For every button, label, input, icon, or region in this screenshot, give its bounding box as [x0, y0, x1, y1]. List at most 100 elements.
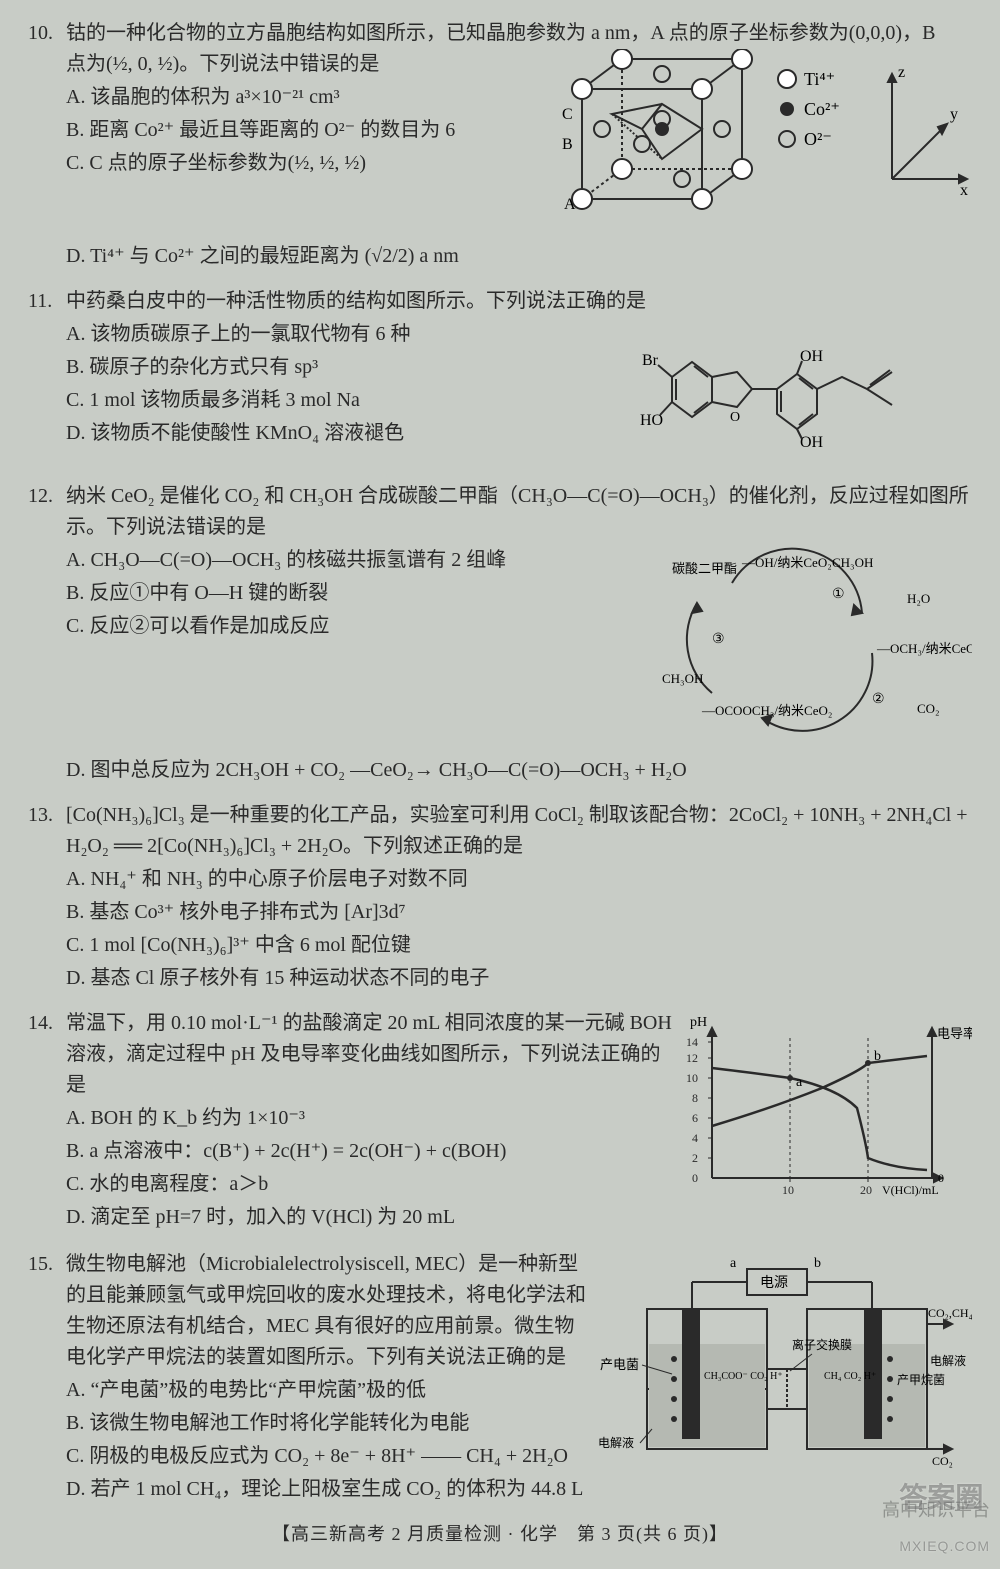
q12-option-a: A. CH₃O—C(=O)—OCH₃ 的核磁共振氢谱有 2 组峰: [66, 545, 642, 576]
q11-option-d: D. 该物质不能使酸性 KMnO₄ 溶液褪色: [66, 418, 612, 449]
q14-chart: 0 2 4 6 8 10 12 14 10 20: [672, 1008, 972, 1218]
svg-text:0: 0: [938, 1171, 944, 1185]
q15-membrane: 离子交换膜: [792, 1337, 852, 1352]
q13-option-b: B. 基态 Co³⁺ 核外电子排布式为 [Ar]3d⁷: [66, 897, 972, 928]
q15-number: 15.: [28, 1249, 66, 1373]
q13-number: 13.: [28, 800, 66, 862]
q14-option-a: A. BOH 的 K_b 约为 1×10⁻³: [66, 1103, 672, 1134]
q12-n3: CH₃OH: [832, 555, 873, 570]
q11-oh2: OH: [800, 434, 824, 451]
q10-number: 10.: [28, 18, 66, 49]
q12-s1: ①: [832, 587, 845, 602]
q12-option-d: D. 图中总反应为 2CH₃OH + CO₂ —CeO₂→ CH₃O—C(=O)…: [66, 755, 972, 786]
q15-elec2: 电解液: [598, 1435, 634, 1450]
q15-option-c: C. 阴极的电极反应式为 CO₂ + 8e⁻ + 8H⁺ —— CH₄ + 2H…: [66, 1441, 592, 1472]
q10-legend-o: O²⁻: [804, 129, 832, 149]
q12-n5: —OCH₃/纳米CeO₂: [876, 641, 972, 656]
q11-o: O: [730, 410, 740, 425]
question-12: 12. 纳米 CeO₂ 是催化 CO₂ 和 CH₃OH 合成碳酸二甲酯（CH₃O…: [28, 481, 972, 786]
q14-option-c: C. 水的电离程度：a＞b: [66, 1169, 672, 1200]
svg-text:12: 12: [686, 1051, 698, 1065]
q12-n6: CO₂: [917, 701, 940, 716]
svg-text:20: 20: [860, 1183, 872, 1197]
q15-b: b: [814, 1256, 821, 1271]
q15-option-b: B. 该微生物电解池工作时将化学能转化为电能: [66, 1408, 592, 1439]
q12-n1: 碳酸二甲酯: [672, 561, 737, 576]
q12-stem: 纳米 CeO₂ 是催化 CO₂ 和 CH₃OH 合成碳酸二甲酯（CH₃O—C(=…: [66, 481, 972, 543]
q15-stem: 微生物电解池（Microbialelectrolysiscell, MEC）是一…: [66, 1249, 592, 1373]
q11-option-c: C. 1 mol 该物质最多消耗 3 mol Na: [66, 385, 612, 416]
q11-br: Br: [642, 352, 659, 369]
q15-power: 电源: [760, 1275, 788, 1291]
q10-label-a: A: [564, 196, 576, 213]
q12-n8: CH₃OH: [662, 671, 703, 686]
q14-point-b: b: [874, 1049, 881, 1064]
q13-option-a: A. NH₄⁺ 和 NH₃ 的中心原子价层电子对数不同: [66, 864, 972, 895]
q11-option-b: B. 碳原子的杂化方式只有 sp³: [66, 352, 612, 383]
q10-diagram: A B C Ti⁴⁺ Co²⁺ O²⁻ z: [552, 49, 972, 239]
q11-stem: 中药桑白皮中的一种活性物质的结构如图所示。下列说法正确的是: [66, 286, 972, 317]
q15-diagram: 电源 a b: [592, 1249, 972, 1489]
q12-s2: ②: [872, 692, 885, 707]
q10-legend-co: Co²⁺: [804, 99, 840, 119]
page-footer: 【高三新高考 2 月质量检测 · 化学 第 3 页(共 6 页)】: [28, 1521, 972, 1549]
svg-text:4: 4: [692, 1131, 698, 1145]
q11-oh1: OH: [800, 348, 824, 365]
q14-xlabel: V(HCl)/mL: [882, 1183, 939, 1197]
q14-point-a: a: [796, 1075, 803, 1090]
watermark-url: MXIEQ.COM: [899, 1538, 990, 1554]
q12-option-c: C. 反应②可以看作是加成反应: [66, 611, 642, 642]
svg-text:0: 0: [692, 1171, 698, 1185]
svg-text:10: 10: [782, 1183, 794, 1197]
question-13: 13. [Co(NH₃)₆]Cl₃ 是一种重要的化工产品，实验室可利用 CoCl…: [28, 800, 972, 994]
svg-text:8: 8: [692, 1091, 698, 1105]
q14-number: 14.: [28, 1008, 66, 1101]
q13-stem: [Co(NH₃)₆]Cl₃ 是一种重要的化工产品，实验室可利用 CoCl₂ 制取…: [66, 800, 972, 862]
q11-option-a: A. 该物质碳原子上的一氯取代物有 6 种: [66, 319, 612, 350]
q12-option-b: B. 反应①中有 O—H 键的断裂: [66, 578, 642, 609]
q14-ylabel-r: 电导率: [937, 1026, 972, 1041]
q15-option-a: A. “产电菌”极的电势比“产甲烷菌”极的低: [66, 1375, 592, 1406]
q14-stem: 常温下，用 0.10 mol·L⁻¹ 的盐酸滴定 20 mL 相同浓度的某一元碱…: [66, 1008, 672, 1101]
svg-text:2: 2: [692, 1151, 698, 1165]
q10-option-c: C. C 点的原子坐标参数为(½, ½, ½): [66, 148, 552, 179]
q10-option-d: D. Ti⁴⁺ 与 Co²⁺ 之间的最短距离为 (√2/2) a nm: [66, 241, 972, 272]
q12-number: 12.: [28, 481, 66, 543]
q10-option-a: A. 该晶胞的体积为 a³×10⁻²¹ cm³: [66, 82, 552, 113]
watermark-big: 答案圈 MXIEQ.COM: [899, 1476, 990, 1563]
q12-n2: —OH/纳米CeO₂: [741, 555, 832, 570]
q15-option-d: D. 若产 1 mol CH₄，理论上阳极室生成 CO₂ 的体积为 44.8 L: [66, 1474, 592, 1505]
q13-option-c: C. 1 mol [Co(NH₃)₆]³⁺ 中含 6 mol 配位键: [66, 930, 972, 961]
question-14: 14. 常温下，用 0.10 mol·L⁻¹ 的盐酸滴定 20 mL 相同浓度的…: [28, 1008, 972, 1235]
q10-stem2: 点为(½, 0, ½)。下列说法中错误的是: [28, 49, 552, 80]
q11-number: 11.: [28, 286, 66, 317]
svg-text:14: 14: [686, 1035, 698, 1049]
q12-cycle-diagram: 碳酸二甲酯 —OH/纳米CeO₂ CH₃OH H₂O —OCH₃/纳米CeO₂ …: [642, 543, 972, 753]
q10-option-b: B. 距离 Co²⁺ 最近且等距离的 O²⁻ 的数目为 6: [66, 115, 552, 146]
q10-axis-x: x: [960, 182, 968, 199]
q14-ylabel: pH: [690, 1015, 707, 1030]
q15-co2: CO₂: [932, 1454, 953, 1468]
q10-axis-z: z: [898, 64, 905, 81]
q10-legend-ti: Ti⁴⁺: [804, 69, 835, 89]
question-11: 11. 中药桑白皮中的一种活性物质的结构如图所示。下列说法正确的是 A. 该物质…: [28, 286, 972, 467]
q12-s3: ③: [712, 632, 725, 647]
q15-left-bact: 产电菌: [600, 1357, 639, 1372]
watermark-text: 答案圈: [899, 1482, 983, 1513]
q10-stem1: 钴的一种化合物的立方晶胞结构如图所示，已知晶胞参数为 a nm，A 点的原子坐标…: [66, 18, 972, 49]
q15-lsp: CH₃COO⁻ CO₂ H⁺: [704, 1371, 783, 1382]
q13-option-d: D. 基态 Cl 原子核外有 15 种运动状态不同的电子: [66, 963, 972, 994]
svg-text:6: 6: [692, 1111, 698, 1125]
q15-a: a: [730, 1256, 737, 1271]
q15-gasout: CO₂,CH₄: [928, 1306, 972, 1320]
q15-rsp: CH₄ CO₂ H⁺: [824, 1371, 876, 1382]
q15-right-bact: 产甲烷菌: [897, 1373, 945, 1387]
q10-label-b: B: [562, 136, 573, 153]
q14-option-b: B. a 点溶液中：c(B⁺) + 2c(H⁺) = 2c(OH⁻) + c(B…: [66, 1136, 672, 1167]
q10-axis-y: y: [950, 106, 958, 123]
q15-elec1: 电解液: [930, 1353, 966, 1368]
q10-label-c: C: [562, 106, 573, 123]
q14-option-d: D. 滴定至 pH=7 时，加入的 V(HCl) 为 20 mL: [66, 1202, 672, 1233]
svg-text:10: 10: [686, 1071, 698, 1085]
q12-n4: H₂O: [907, 591, 930, 606]
